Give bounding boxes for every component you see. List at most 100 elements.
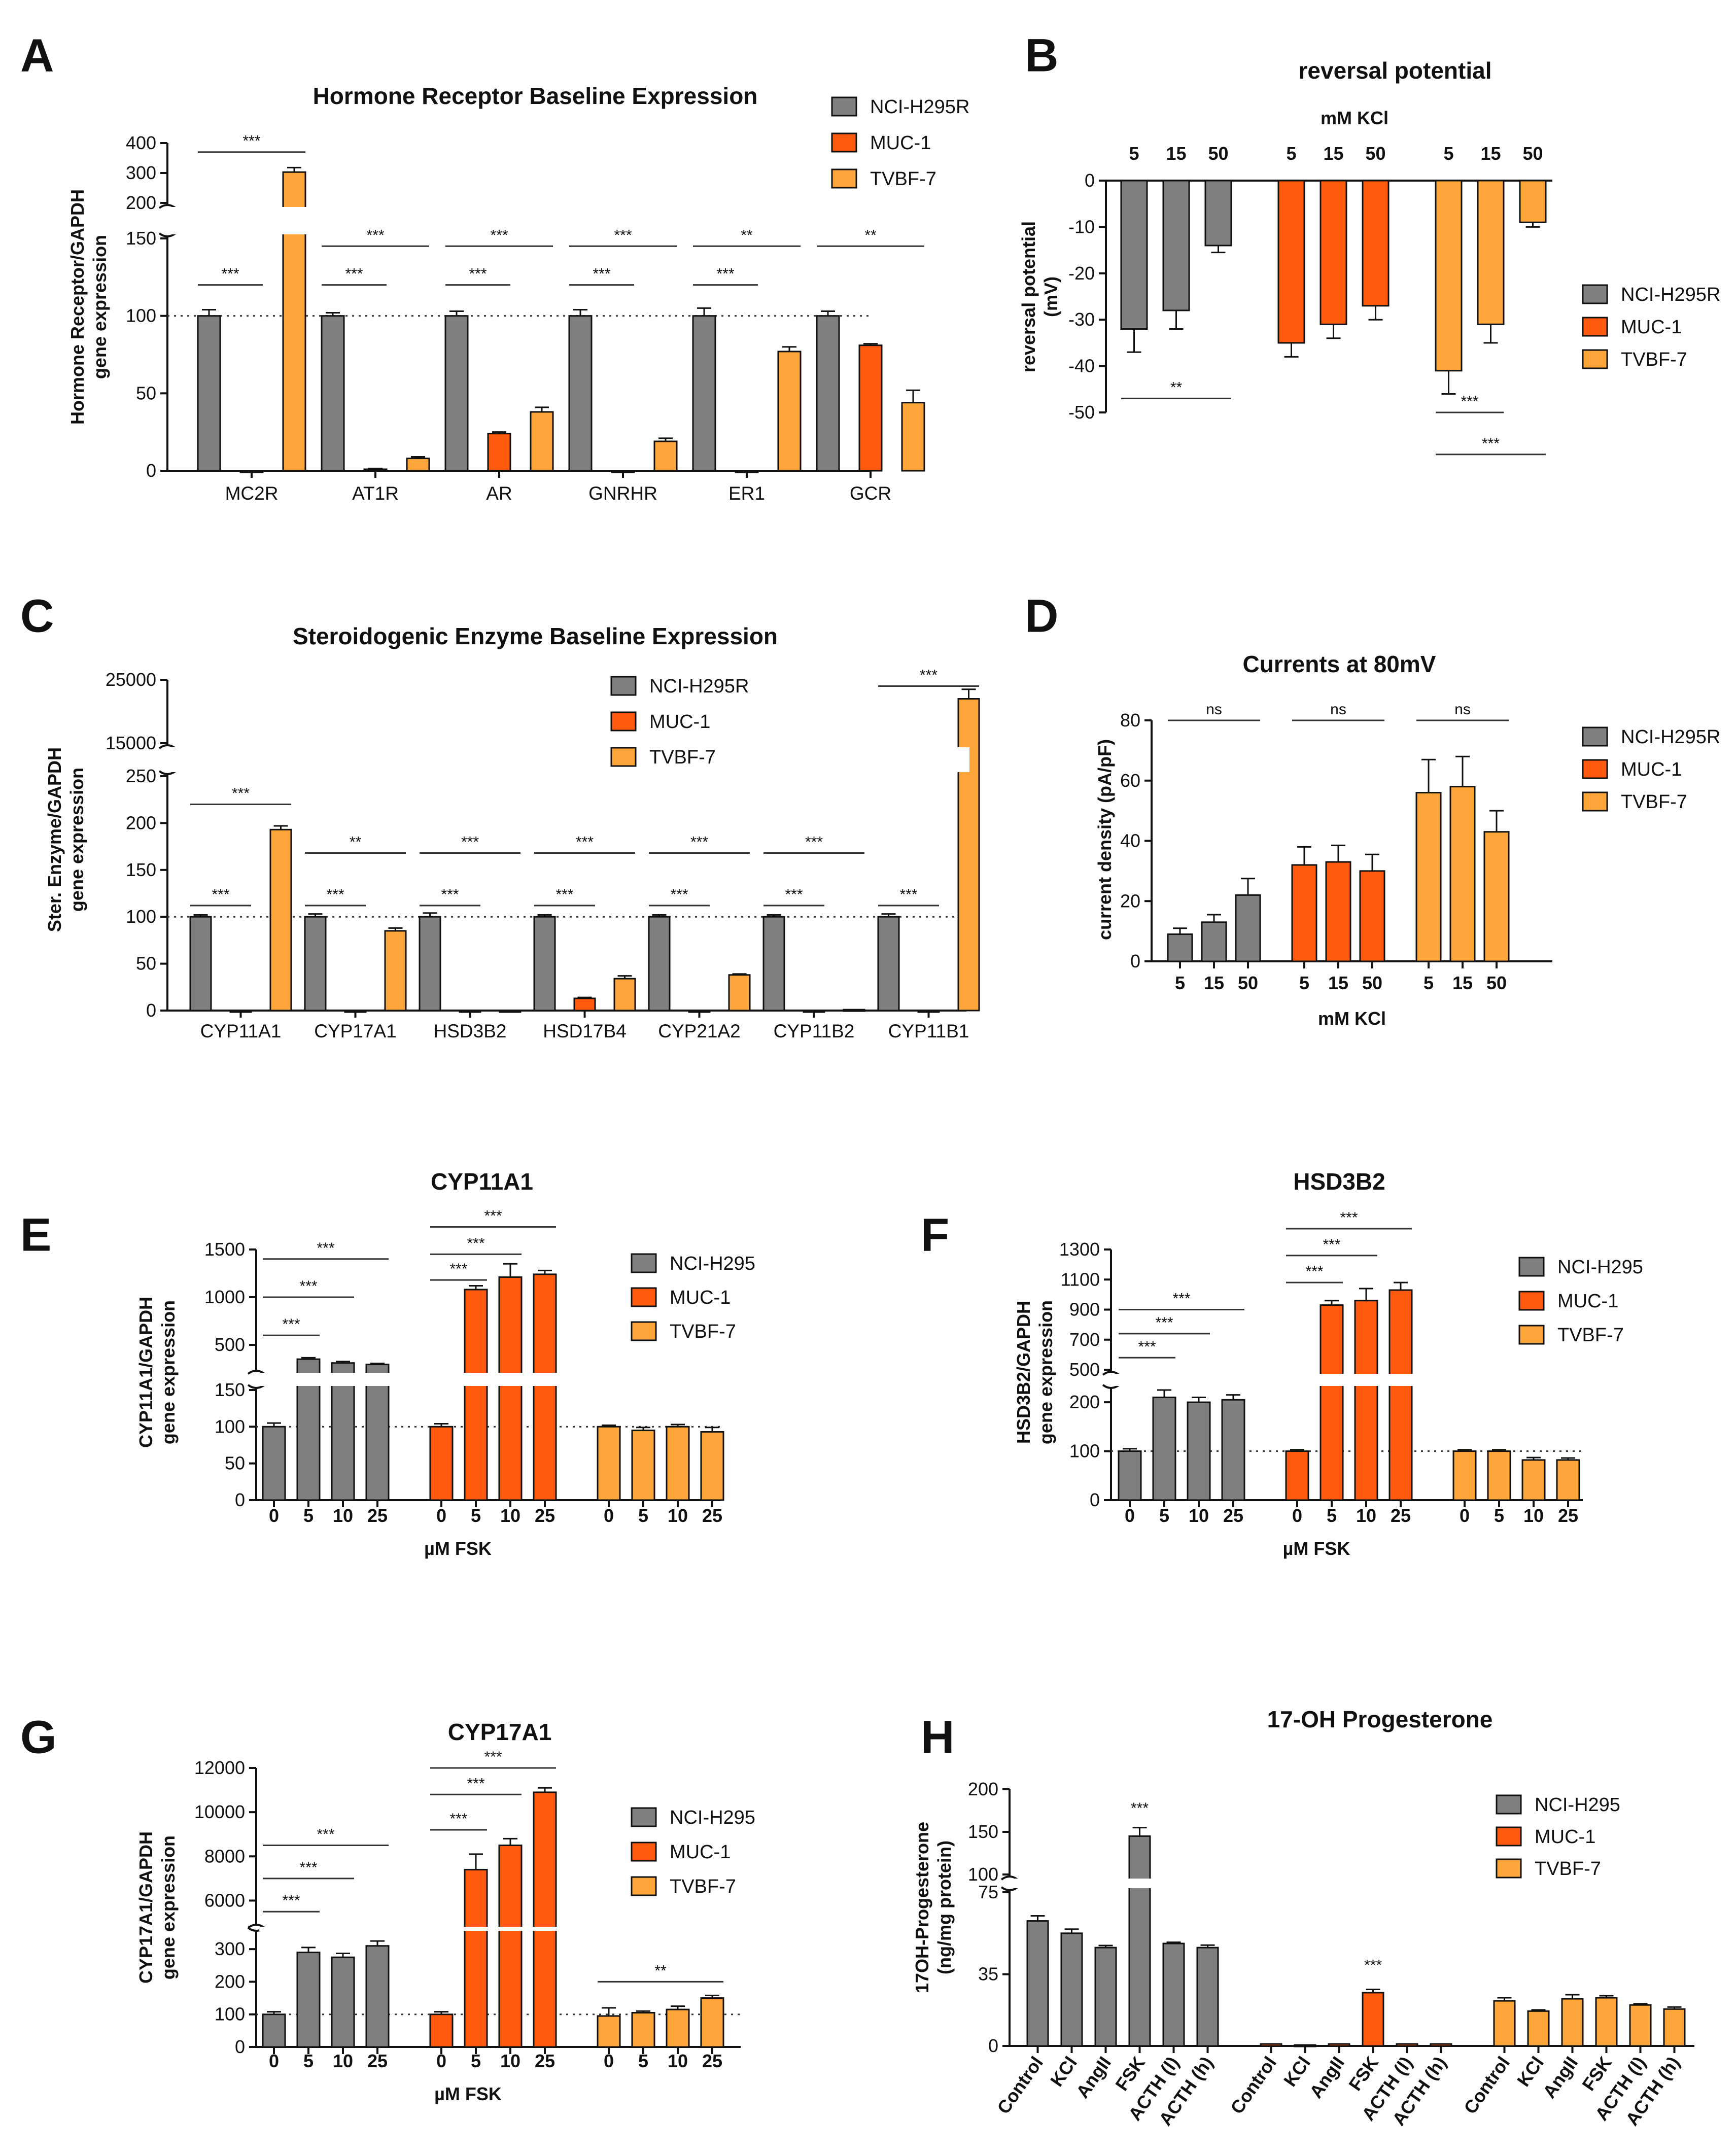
significance-label: *** [299,1278,317,1295]
y-tick-label: 100 [968,1864,998,1885]
x-tick-label: AR [486,483,512,504]
significance-label: *** [484,1208,502,1225]
axis-break-gap [170,747,969,772]
bar-tvbf-7 [666,2008,690,2048]
x-tick-label: 10 [333,1505,353,1526]
legend-swatch [610,676,637,696]
significance-label: *** [366,227,384,244]
significance-label: *** [920,667,938,684]
x-tick-label: 5 [638,2051,648,2071]
x-tick-label: ER1 [728,483,765,504]
bar-nci-h295 [296,1952,321,2048]
significance-label: *** [490,227,508,244]
legend-label: MUC-1 [649,711,710,733]
x-tick-label: 5 [471,1505,481,1526]
legend-label: TVBF-7 [670,1876,736,1897]
x-tick-label: 0 [1460,1505,1470,1526]
y-tick-label: 1000 [204,1287,245,1307]
bar-nci-h295 [331,1956,355,2048]
x-tick-label: 5 [1286,143,1296,164]
bar-muc-1 [429,2013,454,2048]
legend-label: TVBF-7 [870,168,936,190]
significance-label: ** [654,1962,667,1979]
significance-label: *** [716,266,734,283]
x-tick-label: 5 [1299,973,1309,993]
significance-label: *** [690,834,708,851]
y-tick-label: 1300 [1059,1239,1100,1260]
bar-nci-h295 [1026,1920,1049,2047]
x-axis-label: µM FSK [1283,1538,1350,1559]
y-tick-label: 100 [1069,1441,1100,1462]
y-tick-label: 0 [1085,170,1095,191]
bar-muc-1 [533,1273,557,1501]
bar-nci-h295 [365,1945,390,2048]
legend-swatch [631,1321,657,1341]
bar-muc-1 [533,1791,557,2048]
x-tick-label: 10 [668,1505,688,1526]
bar-nci-h295r [444,315,469,472]
bar-nci-h295 [262,1426,286,1501]
legend-swatch [1496,1794,1522,1815]
bar-nci-h295r [533,916,556,1012]
bar-nci-h295r [762,916,785,1012]
chart-title: CYP17A1 [448,1719,552,1745]
y-tick-label: 35 [978,1964,998,1985]
y-tick-label: 8000 [204,1846,245,1866]
y-tick-label: -40 [1068,356,1095,376]
chart-title: 17-OH Progesterone [1267,1706,1493,1732]
significance-label: *** [1482,435,1500,452]
legend-label: NCI-H295 [670,1807,755,1828]
legend-swatch [1582,791,1608,812]
bar-tvbf-7 [1561,1998,1584,2047]
y-axis-label: Hormone Receptor/GAPDHgene expression [67,189,110,425]
x-tick-label: 10 [668,2051,688,2071]
panel-label-e: E [20,1209,51,1261]
significance-label: *** [317,1826,334,1843]
bar-nci-h295r [1204,180,1232,247]
legend-swatch [631,1842,657,1862]
significance-label: *** [282,1892,300,1909]
bar-nci-h295 [1221,1399,1245,1501]
y-tick-label: 150 [215,1379,245,1400]
x-tick-label: 0 [604,1505,614,1526]
bar-tvbf-7 [631,2012,655,2048]
legend-label: MUC-1 [1621,759,1682,780]
significance-label: *** [555,886,573,903]
significance-label: ns [1206,701,1222,718]
y-tick-label: 40 [1120,830,1140,851]
x-tick-label: 5 [1159,1505,1169,1526]
significance-label: *** [212,886,229,903]
legend-swatch [1582,759,1608,779]
significance-label: *** [1131,1800,1149,1817]
y-axis-label-line: reversal potential [1018,221,1039,372]
bar-tvbf-7 [269,828,292,1012]
x-tick-label: GCR [850,483,891,504]
significance-label: *** [461,834,479,851]
y-axis-label-line: (mV) [1040,276,1061,317]
y-axis-label: 17OH-Progesterone(ng/mg protein) [912,1822,955,1993]
bar-nci-h295r [648,916,671,1012]
bar-muc-1 [487,433,511,472]
x-tick-label: 5 [1175,973,1185,993]
significance-label: *** [1155,1314,1173,1331]
x-tick-label: 10 [1356,1505,1376,1526]
x-tick-label: 25 [367,2051,388,2071]
bar-nci-h295r [419,916,441,1012]
significance-label: *** [1305,1263,1323,1280]
x-tick-label: CYP11B1 [888,1021,969,1041]
legend-label: NCI-H295R [1621,726,1720,748]
y-tick-label: 100 [215,1416,245,1437]
bar-muc-1 [498,1845,523,2048]
x-tick-label: 15 [1204,973,1224,993]
y-tick-label: 100 [126,906,156,927]
x-tick-label: 25 [702,2051,722,2071]
x-tick-label: 5 [1443,143,1453,164]
x-tick-label: 50 [1208,143,1228,164]
bar-muc-1 [464,1868,488,2048]
bar-tvbf-7 [1521,1459,1546,1501]
significance-label: ** [741,227,753,244]
y-tick-label: 0 [1090,1489,1100,1510]
bar-muc-1 [1359,870,1385,962]
bar-nci-h295r [197,315,221,472]
x-tick-label: Control [993,2053,1047,2117]
